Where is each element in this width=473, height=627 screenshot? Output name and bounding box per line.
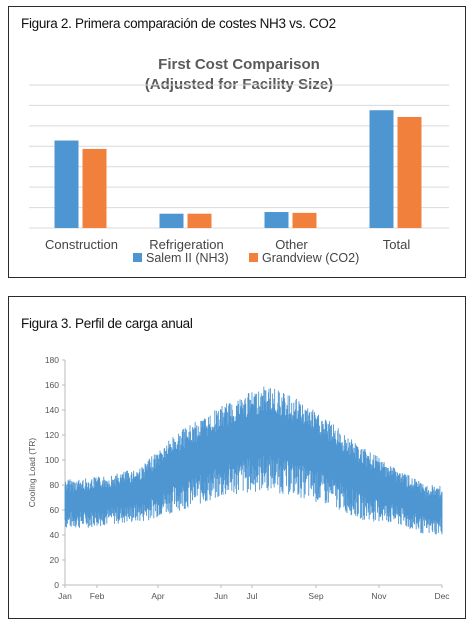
category-label: Refrigeration (149, 237, 223, 252)
x-tick-label: Jan (58, 591, 72, 601)
x-tick-label: Apr (151, 591, 164, 601)
y-axis-label: Cooling Load (TR) (27, 438, 37, 508)
y-tick-label: 120 (45, 430, 59, 440)
y-tick-label: 40 (50, 530, 60, 540)
y-tick-label: 20 (50, 555, 60, 565)
y-tick-label: 180 (45, 355, 59, 365)
legend-label: Grandview (CO2) (262, 251, 359, 265)
y-tick-label: 160 (45, 380, 59, 390)
legend-label: Salem II (NH3) (146, 251, 229, 265)
y-tick-label: 60 (50, 505, 60, 515)
x-tick-label: Nov (371, 591, 387, 601)
x-tick-label: Jun (214, 591, 228, 601)
y-tick-label: 80 (50, 480, 60, 490)
y-tick-label: 100 (45, 455, 59, 465)
bar-construction-co2 (82, 148, 107, 228)
figure-3-panel: Figura 3. Perfil de carga anual 0 20 40 60 8… (8, 296, 466, 619)
x-tick-label: Dec (434, 591, 450, 601)
bar-chart: First Cost Comparison(Adjusted for Facil… (29, 56, 449, 265)
bar-refrigeration-nh3 (159, 213, 184, 228)
bar-other-co2 (292, 212, 317, 228)
bar-construction-nh3 (54, 140, 79, 228)
figure-2-panel: Figura 2. Primera comparación de costes … (8, 6, 466, 278)
x-tick-label: Jul (247, 591, 258, 601)
legend-swatch (133, 253, 142, 262)
bar-total-nh3 (369, 110, 394, 228)
y-tick-label: 140 (45, 405, 59, 415)
x-tick-label: Feb (90, 591, 105, 601)
load-profile-chart: 0 20 40 60 80 100 120 140 160 180 Cooling Load (TR… (27, 355, 450, 601)
category-label: Construction (45, 237, 118, 252)
figure-2-caption: Figura 2. Primera comparación de costes … (21, 16, 336, 31)
bar-other-nh3 (264, 212, 289, 228)
y-tick-label: 0 (54, 580, 59, 590)
load-series (64, 386, 443, 535)
bar-total-co2 (397, 116, 422, 228)
category-label: Other (275, 237, 308, 252)
category-label: Total (383, 237, 411, 252)
chart-title: First Cost Comparison (158, 56, 320, 73)
x-tick-label: Sep (308, 591, 323, 601)
figure-3-caption: Figura 3. Perfil de carga anual (21, 316, 193, 331)
legend-swatch (249, 253, 258, 262)
bar-refrigeration-co2 (187, 213, 212, 228)
load-band (64, 386, 443, 535)
